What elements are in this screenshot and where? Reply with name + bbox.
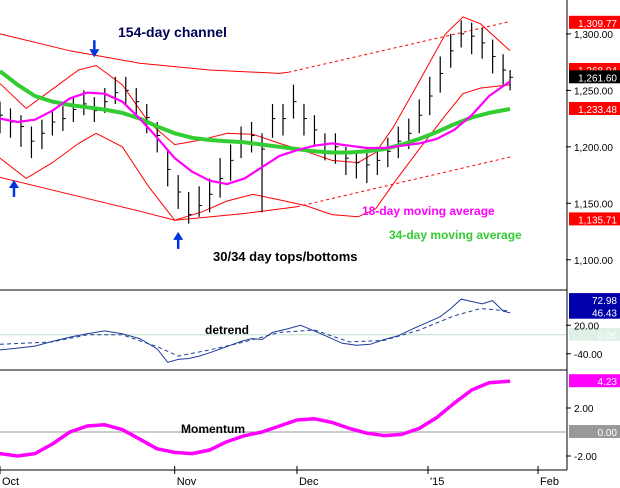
price-value-tag: 1,135.71: [578, 215, 617, 226]
channel-lower-projection: [296, 156, 511, 208]
ma34-label: 34-day moving average: [389, 228, 522, 242]
y-tick-label: 1,250.00: [574, 86, 613, 97]
upper-cycle-band: [0, 16, 511, 164]
price-value-tag: 1,309.77: [578, 19, 617, 30]
detrend-label: detrend: [205, 323, 249, 337]
detrend-value-tag-bg: [569, 305, 620, 319]
price-panel: 1,309.771,268.041,261.601,233.481,135.71: [0, 15, 620, 249]
ma34-line: [0, 69, 511, 155]
cycle-arrow-head: [173, 231, 184, 240]
ma18-line: [0, 80, 511, 186]
detrend-value-tag: 0.00: [598, 331, 618, 342]
y-tick-label: 1,150.00: [574, 199, 613, 210]
y-tick-label: 1,300.00: [574, 30, 613, 41]
price-value-tag: 1,261.60: [578, 73, 617, 84]
price-value-tag-bg: [569, 212, 620, 226]
cycle-arrow-head: [89, 49, 100, 58]
y-tick-label: 1,100.00: [574, 256, 613, 267]
price-value-tag-bg: [569, 102, 620, 115]
detrend-y-tick-label: 20.00: [574, 321, 599, 332]
momentum-value-tag: 0.00: [598, 428, 618, 439]
price-value-tag: 1,233.48: [578, 105, 617, 116]
price-value-tag-bg: [569, 15, 620, 29]
detrend-panel: 72.98 46.43 0.00: [0, 293, 620, 363]
momentum-panel: 4.23 0.00: [0, 374, 620, 458]
x-tick-label: '15: [430, 476, 444, 488]
channel-title: 154-day channel: [118, 24, 227, 40]
detrend-value-tag-bg: [569, 327, 620, 341]
detrend-line: [0, 298, 511, 363]
x-tick-label: Nov: [177, 476, 197, 488]
momentum-value-tag: 4.23: [598, 377, 618, 388]
channel-upper-line: [0, 33, 289, 74]
channel-lower-line: [0, 176, 298, 221]
detrend-value-tag: 72.98: [592, 296, 617, 307]
x-tick-label: Feb: [540, 476, 559, 488]
momentum-line: [0, 379, 511, 458]
momentum-y-tick-label: 2.00: [574, 404, 594, 415]
ma18-label: 18-day moving average: [362, 204, 495, 218]
momentum-y-tick-label: -2.00: [574, 452, 597, 463]
annotation-layer: 154-day channel 18-day moving average 34…: [118, 24, 522, 436]
detrend-y-tick-label: -40.00: [574, 350, 603, 361]
momentum-label: Momentum: [181, 422, 245, 436]
detrend-smooth-line: [0, 308, 511, 357]
momentum-value-tag-bg: [569, 425, 620, 438]
x-tick-label: Dec: [299, 476, 319, 488]
cycle-label: 30/34 day tops/bottoms: [213, 249, 357, 264]
x-tick-label: Oct: [2, 476, 19, 488]
momentum-value-tag-bg: [569, 374, 620, 388]
cycle-arrow-head: [8, 179, 19, 188]
channel-upper-projection: [288, 21, 511, 73]
detrend-value-tag: 46.43: [592, 309, 617, 320]
detrend-value-tag-bg: [569, 293, 620, 307]
y-tick-label: 1,200.00: [574, 143, 613, 154]
price-value-tag-bg: [569, 70, 620, 84]
